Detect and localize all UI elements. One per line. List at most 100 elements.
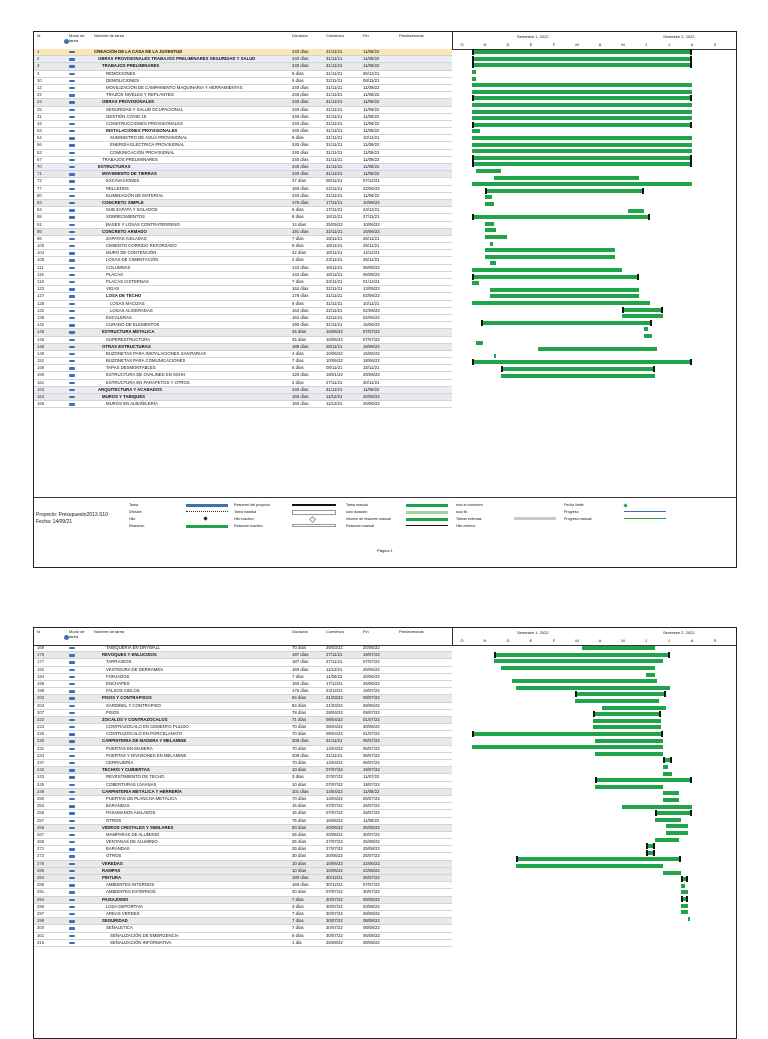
task-row[interactable]: 255 PASAMANOS AISLADOS 15 días 07/07/22 25/0…: [34, 810, 452, 818]
task-row[interactable]: 196 ENCHAPES 160 días 17/12/21 25/06/22: [34, 681, 452, 689]
task-bar[interactable]: [472, 149, 692, 154]
task-row[interactable]: 67 TRABAJOS PRELIMINARES 240 días 31/11/21 1…: [34, 157, 452, 164]
task-row[interactable]: 267 MAMPARAS DE ALUMINIO 35 días 20/06/22 30…: [34, 832, 452, 840]
task-row[interactable]: 291 AMBIENTES EXTERNOS 20 días 07/07/22 30/0…: [34, 889, 452, 897]
task-bar[interactable]: [489, 261, 497, 266]
task-row[interactable]: 177 TARRAJEOS 187 días 27/11/21 07/07/22: [34, 659, 452, 667]
task-row[interactable]: 271 BARANDAS 25 días 27/07/22 25/08/22: [34, 846, 452, 854]
task-row[interactable]: 119 PLACAS CISTERNAS 7 días 23/11/21 01/12/2…: [34, 279, 452, 287]
task-row[interactable]: 54 SUMINISTRO DE AGUA PROVISIONAL 8 días 31…: [34, 135, 452, 143]
summary-bar[interactable]: [472, 49, 692, 56]
summary-bar[interactable]: [681, 876, 688, 883]
summary-bar[interactable]: [663, 757, 673, 764]
task-row[interactable]: 165 MUROS EN ALBAÑILERÍA 160 días 11/12/21 2…: [34, 401, 452, 409]
summary-task-row[interactable]: 53 INSTALACIONES PROVISIONALES 240 días 31/…: [34, 128, 452, 136]
task-bar[interactable]: [643, 334, 653, 338]
task-bar[interactable]: [494, 659, 664, 664]
task-bar[interactable]: [494, 353, 497, 358]
task-row[interactable]: 4 REMOCIONES 5 días 31/11/21 06/11/21: [34, 71, 452, 78]
summary-task-row[interactable]: 145 ESTRUCTURA METALICA 45 días 16/05/22 07/…: [34, 329, 452, 337]
task-bar[interactable]: [472, 136, 692, 140]
task-bar[interactable]: [621, 804, 692, 809]
task-row[interactable]: 301 SEÑALIZACIÓN DE EMERGENCIA 6 días 30/07…: [34, 933, 452, 940]
summary-task-row[interactable]: 266 VIDRIOS CRISTALES Y SIMILARES 60 días 2…: [34, 824, 452, 832]
task-bar[interactable]: [472, 83, 692, 88]
task-bar[interactable]: [485, 221, 494, 226]
task-row[interactable]: 237 CERRAJERÍA 70 días 14/04/22 06/07/22: [34, 760, 452, 768]
task-row[interactable]: 285 AMBIENTES INTERNOS 160 días 30/12/21 07/…: [34, 882, 452, 890]
summary-bar[interactable]: [593, 711, 662, 718]
summary-task-row[interactable]: 70 ESTRUCTURAS 240 días 31/11/21 11/08/22: [34, 164, 452, 172]
task-bar[interactable]: [663, 771, 673, 776]
task-bar[interactable]: [687, 916, 690, 921]
task-row[interactable]: 22 TRAZOS NIVELES Y REPLANTEO 240 días 31/1…: [34, 92, 452, 100]
summary-task-row[interactable]: 222 ZOCALOS Y CONTRAZOCALOS 71 días 08/04/2…: [34, 716, 452, 725]
task-row[interactable]: 115 PLACAS 142 días 18/11/21 06/05/22: [34, 272, 452, 279]
summary-bar[interactable]: [472, 55, 692, 62]
task-row[interactable]: 12 MOVILIZACIÓN DE CAMPAMENTO MAQUINARIA …: [34, 85, 452, 93]
summary-bar[interactable]: [472, 95, 692, 102]
task-row[interactable]: 159 ESTRUCTURA DE OVALINES EN SSHH 120 día…: [34, 372, 452, 380]
task-bar[interactable]: [663, 791, 679, 796]
task-bar[interactable]: [538, 347, 657, 352]
task-bar[interactable]: [472, 76, 477, 81]
summary-bar[interactable]: [480, 319, 653, 326]
task-row[interactable]: 207 PISOS 78 días 28/04/22 09/07/22: [34, 710, 452, 717]
task-row[interactable]: 269 VENTANAS DE ALUMINIO 25 días 27/07/22 25…: [34, 839, 452, 847]
task-row[interactable]: 128 LOSAS MACIZAS 6 días 31/11/21 10/11/21: [34, 301, 452, 308]
task-row[interactable]: 25 SEGURIDAD Y SALUD OCUPACIONAL 240 días 3…: [34, 107, 452, 114]
id-column-header[interactable]: Id: [37, 629, 41, 634]
task-bar[interactable]: [472, 281, 479, 286]
summary-task-row[interactable]: 280 RAMPAS 10 días 10/06/22 22/06/22: [34, 867, 452, 875]
task-row[interactable]: 273 OTROS 30 días 20/06/22 25/07/22: [34, 853, 452, 861]
task-row[interactable]: 250 PUERTAS DE PLANCHA METÁLICA 70 días 14/…: [34, 796, 452, 804]
summary-task-row[interactable]: 148 OTRAS ESTRUCTURAS 188 días 28/11/21 18/0…: [34, 343, 452, 351]
task-row[interactable]: 194 FORJADOS 7 días 11/06/22 20/06/22: [34, 674, 452, 681]
task-bar[interactable]: [681, 910, 688, 915]
task-bar[interactable]: [516, 864, 664, 868]
task-bar[interactable]: [485, 195, 492, 200]
summary-bar[interactable]: [494, 651, 670, 658]
mode-column-header[interactable]: Modo de tarea: [69, 629, 85, 639]
summary-task-row[interactable]: 71 MOVIMIENTO DE TIERRAS 240 días 31/11/21 1…: [34, 171, 452, 179]
task-bar[interactable]: [472, 301, 651, 305]
task-bar[interactable]: [595, 738, 664, 743]
task-row[interactable]: 96 ZAPATAS AISLADAS 7 días 18/11/21 26/11/21: [34, 236, 452, 244]
name-column-header[interactable]: Nombre de tarea: [94, 629, 125, 634]
summary-bar[interactable]: [472, 121, 692, 128]
summary-task-row[interactable]: 164 MUROS Y TABIQUES 160 días 11/12/21 20/06…: [34, 394, 452, 402]
summary-task-row[interactable]: 203 PISOS Y CONTRAPISOS 94 días 21/03/22 09/…: [34, 695, 452, 703]
task-bar[interactable]: [472, 745, 664, 750]
task-bar[interactable]: [621, 314, 664, 319]
predecessors-column-header[interactable]: Predecesoras: [399, 629, 424, 634]
task-row[interactable]: 104 MURO DE CONTENCIÓN 22 días 18/11/21 14/1…: [34, 250, 452, 258]
task-row[interactable]: 226 CONTRAZOCALO EN PORCELANATO 70 días 09/…: [34, 731, 452, 739]
task-row[interactable]: 152 BUZONETAS PARA COMUNICACIONES 7 días 10…: [34, 358, 452, 366]
task-row[interactable]: 156 TAPAS DESMONTABLES 6 días 08/11/21 15/11…: [34, 365, 452, 373]
task-bar[interactable]: [575, 699, 659, 703]
summary-bar[interactable]: [595, 777, 692, 784]
task-bar[interactable]: [472, 70, 477, 74]
task-bar[interactable]: [654, 817, 681, 822]
task-row[interactable]: 234 PUERTAS Y DIVISIONES EN MELAMINE 209 d…: [34, 753, 452, 760]
task-bar[interactable]: [663, 798, 679, 802]
summary-bar[interactable]: [472, 359, 692, 366]
task-row[interactable]: 297 AREAS VERDES 7 días 30/07/22 08/08/22: [34, 911, 452, 919]
summary-task-row[interactable]: 83 CONCRETO SIMPLE 175 días 17/11/21 10/06/2…: [34, 199, 452, 208]
predecessors-column-header[interactable]: Predecesoras: [399, 33, 424, 38]
task-row[interactable]: 80 ELIMINACIÓN DE MATERIAL 240 días 31/11/2…: [34, 193, 452, 200]
task-row[interactable]: 142 CURADO DE ELEMENTOS 190 días 31/11/21 16…: [34, 322, 452, 330]
task-row[interactable]: 192 VESTIDURA DE DERRAMES 160 días 11/12/21…: [34, 667, 452, 674]
task-bar[interactable]: [472, 182, 692, 187]
summary-task-row[interactable]: 3 TRABAJOS PRELIMINARES 240 días 31/11/21 11…: [34, 63, 452, 71]
summary-task-row[interactable]: 242 TECHOS Y CUBIERTAS 10 días 07/07/22 19/0…: [34, 767, 452, 775]
task-bar[interactable]: [500, 373, 655, 378]
task-bar[interactable]: [485, 254, 615, 259]
task-bar[interactable]: [476, 169, 501, 173]
summary-bar[interactable]: [621, 306, 664, 313]
start-column-header[interactable]: Comienzo: [326, 629, 345, 634]
task-bar[interactable]: [485, 235, 508, 239]
task-bar[interactable]: [500, 666, 655, 670]
task-row[interactable]: 77 RELLENOS 160 días 24/11/21 22/06/22: [34, 186, 452, 193]
task-bar[interactable]: [472, 142, 692, 147]
